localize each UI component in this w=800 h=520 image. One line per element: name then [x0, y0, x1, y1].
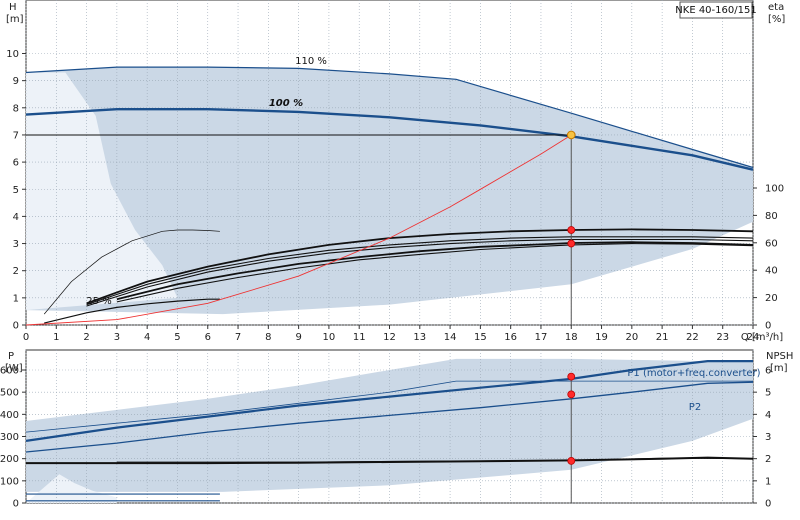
head-x-tick-label: 20: [625, 332, 638, 343]
head-right-tick-label: 20: [765, 293, 778, 304]
head-left-tick-label: 2: [13, 266, 19, 277]
npsh-right-tick-label: 1: [765, 476, 771, 487]
head-series-line: [86, 236, 754, 306]
power-left-tick-label: 500: [0, 388, 19, 399]
head-left-tick-label: 5: [13, 185, 19, 196]
annotation-110: 110 %: [295, 56, 327, 67]
head-x-tick-label: 12: [383, 332, 396, 343]
head-x-tick-label: 19: [595, 332, 608, 343]
npsh-right-tick-label: 2: [765, 454, 771, 465]
head-x-tick-label: 22: [686, 332, 699, 343]
head-x-tick-label: 7: [235, 332, 241, 343]
head-x-tick-label: 4: [144, 332, 150, 343]
head-left-tick-label: 1: [13, 293, 19, 304]
npsh-right-tick-label: 4: [765, 410, 771, 421]
head-right-tick-label: 60: [765, 238, 778, 249]
head-left-tick-label: 4: [13, 212, 19, 223]
chart-title: NKE 40-160/151: [675, 5, 756, 16]
head-series-line: [116, 243, 754, 303]
annotation-100: 100 %: [269, 98, 303, 109]
power-series-line: [25, 360, 753, 442]
head-x-tick-label: 23: [716, 332, 729, 343]
head-left-tick-label: 10: [6, 49, 19, 60]
head-x-tick-label: 5: [174, 332, 180, 343]
head-x-tick-label: 3: [114, 332, 120, 343]
power-red-point: [567, 456, 576, 465]
npsh-right-tick-label: 3: [765, 432, 771, 443]
head-series-line: [25, 66, 754, 169]
power-left-tick-label: 200: [0, 454, 19, 465]
title-box: [679, 1, 753, 19]
head-left-tick-label: 6: [13, 158, 19, 169]
head-x-tick-label: 24: [747, 332, 760, 343]
head-x-tick-label: 0: [23, 332, 29, 343]
power-left-tick-label: 300: [0, 432, 19, 443]
power-series-line: [25, 380, 753, 433]
power-left-tick-label: 100: [0, 476, 19, 487]
power-ylabel-right: NPSH: [766, 351, 793, 362]
head-x-tick-label: 21: [656, 332, 669, 343]
head-ylabel-left-unit: [m]: [6, 14, 24, 25]
head-ylabel-right: eta: [768, 2, 784, 13]
head-x-tick-label: 8: [265, 332, 271, 343]
power-ylabel-left-unit: [W]: [5, 363, 23, 374]
power-ylabel-right-unit: [m]: [770, 363, 788, 374]
head-x-tick-label: 11: [353, 332, 366, 343]
head-x-tick-label: 13: [413, 332, 426, 343]
power-series-line: [25, 381, 754, 453]
power-ylabel-left: P: [8, 351, 14, 362]
power-red-point: [567, 372, 576, 381]
head-series-line: [25, 108, 754, 171]
head-series-line: [86, 228, 754, 305]
head-right-tick-label: 0: [765, 321, 771, 332]
power-light-zone: [26, 474, 117, 503]
head-x-tick-label: 9: [295, 332, 301, 343]
head-left-tick-label: 9: [13, 76, 19, 87]
head-x-tick-label: 10: [323, 332, 336, 343]
npsh-right-tick-label: 0: [765, 499, 771, 510]
head-x-tick-label: 15: [474, 332, 487, 343]
npsh-right-tick-label: 5: [765, 388, 771, 399]
power-left-tick-label: 600: [0, 366, 19, 377]
power-left-tick-label: 0: [13, 499, 19, 510]
head-right-tick-label: 80: [765, 211, 778, 222]
head-x-tick-label: 14: [444, 332, 457, 343]
head-x-tick-label: 17: [535, 332, 548, 343]
power-left-tick-label: 400: [0, 410, 19, 421]
head-x-tick-label: 16: [504, 332, 517, 343]
system-curve: [25, 134, 572, 326]
head-left-tick-label: 3: [13, 239, 19, 250]
head-x-tick-label: 2: [83, 332, 89, 343]
power-red-point: [567, 390, 576, 399]
head-series-line: [44, 298, 220, 324]
head-x-tick-label: 6: [205, 332, 211, 343]
annotation-p2: P2: [689, 402, 701, 413]
head-series-line: [116, 241, 754, 301]
head-red-point: [567, 239, 576, 248]
npsh-envelope-line: [116, 457, 754, 463]
head-series-line: [43, 229, 220, 315]
head-light-zone: [26, 72, 178, 311]
annotation-p1: P1 (motor+freq.converter): [627, 368, 760, 379]
head-xlabel: Q [m³/h]: [741, 332, 783, 343]
head-series-line: [86, 238, 754, 307]
head-x-tick-label: 1: [53, 332, 59, 343]
head-right-tick-label: 100: [765, 184, 784, 195]
head-right-tick-label: 40: [765, 266, 778, 277]
head-left-tick-label: 0: [13, 321, 19, 332]
duty-point: [566, 130, 576, 140]
head-red-point: [567, 226, 576, 234]
head-left-tick-label: 7: [13, 130, 19, 141]
npsh-right-tick-label: 6: [765, 366, 771, 377]
head-ylabel-right-unit: [%]: [768, 14, 785, 25]
head-left-tick-label: 8: [13, 103, 19, 114]
head-ylabel-left: H: [9, 2, 17, 13]
head-x-tick-label: 18: [565, 332, 578, 343]
annotation-25: 25 %: [86, 296, 111, 307]
